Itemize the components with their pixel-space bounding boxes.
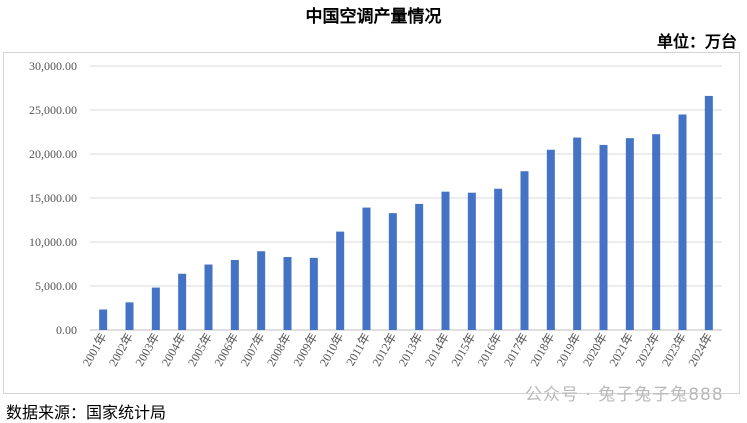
x-tick-label: 2005年 xyxy=(185,331,215,369)
bar xyxy=(362,207,371,330)
source-note: 数据来源：国家统计局 xyxy=(6,405,167,422)
bar xyxy=(336,231,345,330)
bar xyxy=(652,134,661,330)
x-tick-label: 2014年 xyxy=(422,331,452,369)
bar xyxy=(573,137,582,330)
x-tick-label: 2003年 xyxy=(132,331,162,369)
x-tick-label: 2018年 xyxy=(527,331,557,369)
x-tick-label: 2004年 xyxy=(159,331,189,369)
x-tick-label: 2012年 xyxy=(369,331,399,369)
y-tick-label: 10,000.00 xyxy=(29,235,77,249)
bar xyxy=(151,287,160,330)
x-tick-label: 2015年 xyxy=(448,331,478,369)
bar xyxy=(283,257,292,330)
x-tick-label: 2023年 xyxy=(659,331,689,369)
bar xyxy=(415,203,424,330)
bar xyxy=(388,213,397,330)
bar xyxy=(467,192,476,330)
x-tick-label: 2001年 xyxy=(80,331,110,369)
x-tick-label: 2011年 xyxy=(343,331,373,369)
bar xyxy=(520,171,529,330)
watermark: 公众号 · 兔子兔子兔888 xyxy=(525,385,724,405)
bar xyxy=(625,138,634,330)
y-tick-label: 25,000.00 xyxy=(29,103,77,117)
y-tick-label: 5,000.00 xyxy=(35,279,77,293)
bar xyxy=(441,191,450,330)
x-tick-label: 2024年 xyxy=(685,331,715,369)
bar xyxy=(309,257,318,330)
x-tick-label: 2021年 xyxy=(606,331,636,369)
y-tick-label: 15,000.00 xyxy=(29,191,77,205)
bar xyxy=(204,264,213,330)
y-tick-label: 0.00 xyxy=(56,323,77,337)
bar xyxy=(230,260,239,330)
x-tick-label: 2007年 xyxy=(238,331,268,369)
bar xyxy=(599,144,608,330)
x-tick-label: 2010年 xyxy=(317,331,347,369)
bar xyxy=(125,302,134,330)
bar xyxy=(99,309,108,330)
bar xyxy=(704,95,713,330)
chart-title: 中国空调产量情况 xyxy=(305,7,442,26)
unit-label: 单位：万台 xyxy=(656,34,737,51)
x-tick-label: 2019年 xyxy=(554,331,584,369)
y-tick-label: 30,000.00 xyxy=(29,59,77,73)
x-tick-label: 2002年 xyxy=(106,331,136,369)
bar xyxy=(678,114,687,330)
bar xyxy=(178,273,187,330)
bar xyxy=(494,188,503,330)
chart-frame xyxy=(3,52,740,394)
y-tick-label: 20,000.00 xyxy=(29,147,77,161)
x-tick-label: 2022年 xyxy=(633,331,663,369)
bar xyxy=(546,149,555,330)
x-tick-label: 2017年 xyxy=(501,331,531,369)
bar xyxy=(257,251,266,330)
x-tick-label: 2009年 xyxy=(290,331,320,369)
x-tick-label: 2020年 xyxy=(580,331,610,369)
x-tick-label: 2006年 xyxy=(211,331,241,369)
x-tick-label: 2008年 xyxy=(264,331,294,369)
x-tick-label: 2013年 xyxy=(396,331,426,369)
x-tick-label: 2016年 xyxy=(475,330,505,368)
